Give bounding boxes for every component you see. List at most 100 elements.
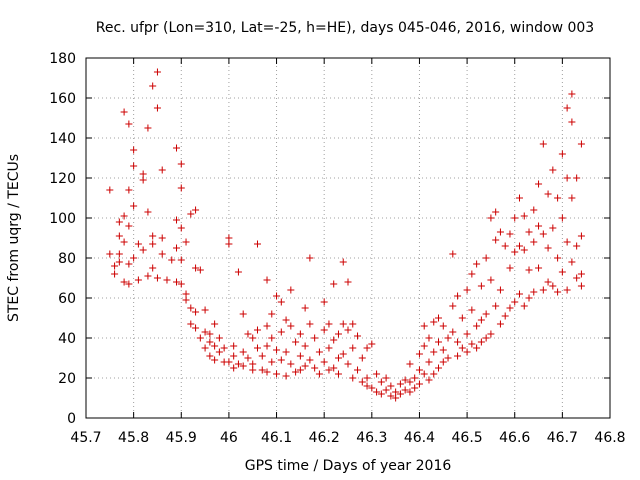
data-point [115,218,123,226]
data-point [482,334,490,342]
data-point [487,330,495,338]
data-point [158,166,166,174]
data-point [415,350,423,358]
x-tick-label: 46.7 [547,430,578,446]
data-point [277,356,285,364]
data-point [344,278,352,286]
data-point [230,342,238,350]
data-point [139,176,147,184]
data-point [182,290,190,298]
data-point [315,348,323,356]
data-point [549,166,557,174]
data-point [473,322,481,330]
data-point [449,328,457,336]
data-point [239,310,247,318]
data-point [563,286,571,294]
data-point [444,334,452,342]
data-point [158,250,166,258]
data-point [177,280,185,288]
data-point [425,358,433,366]
data-point [249,366,257,374]
data-point [482,254,490,262]
data-point [387,382,395,390]
data-point [577,232,585,240]
data-point [473,260,481,268]
x-tick-label: 46.6 [499,430,530,446]
data-point [334,370,342,378]
data-point [344,360,352,368]
data-point [263,276,271,284]
data-point [554,194,562,202]
data-point [130,254,138,262]
data-point [568,194,576,202]
data-point [320,358,328,366]
x-tick-label: 45.8 [118,430,149,446]
x-tick-label: 46.8 [594,430,625,446]
data-point [463,348,471,356]
data-point [225,358,233,366]
data-point [520,212,528,220]
data-point [444,354,452,362]
y-tick-label: 0 [67,411,76,427]
data-point [558,150,566,158]
data-point [454,338,462,346]
data-point [277,298,285,306]
data-point [192,206,200,214]
data-point [115,250,123,258]
data-point [511,214,519,222]
data-point [549,282,557,290]
data-point [515,290,523,298]
data-point [120,238,128,246]
y-axis-label: STEC from uqrg / TECUs [6,154,22,322]
y-tick-label: 60 [58,291,76,307]
data-point [501,312,509,320]
x-tick-label: 45.9 [166,430,197,446]
data-point [439,346,447,354]
y-axis-ticks: 0 20 40 60 80 100 120 140 160 180 [49,51,610,427]
data-point [268,334,276,342]
data-point [368,340,376,348]
data-point [292,338,300,346]
data-point [206,352,214,360]
data-point [301,342,309,350]
data-point [520,302,528,310]
data-point [506,304,514,312]
data-point [396,390,404,398]
data-point [249,334,257,342]
data-point [535,264,543,272]
data-point [387,392,395,400]
data-point [373,388,381,396]
data-point [558,214,566,222]
data-point [244,354,252,362]
data-point [515,194,523,202]
data-point [473,344,481,352]
data-point [249,360,257,368]
data-point [506,230,514,238]
data-point [268,310,276,318]
data-point [573,174,581,182]
y-tick-label: 140 [49,131,76,147]
data-point [134,276,142,284]
data-point [401,376,409,384]
data-point [339,320,347,328]
data-point [173,216,181,224]
data-point [225,234,233,242]
data-point [454,292,462,300]
data-point [192,308,200,316]
y-tick-label: 80 [58,251,76,267]
data-point [325,366,333,374]
data-point [363,382,371,390]
data-point [373,370,381,378]
data-point [349,320,357,328]
data-point [273,370,281,378]
x-tick-label: 45.7 [70,430,101,446]
data-point [334,354,342,362]
data-point [296,352,304,360]
data-point [187,210,195,218]
data-point [558,268,566,276]
data-point [182,296,190,304]
data-point [573,274,581,282]
data-point [458,344,466,352]
data-point [401,386,409,394]
data-point [530,206,538,214]
